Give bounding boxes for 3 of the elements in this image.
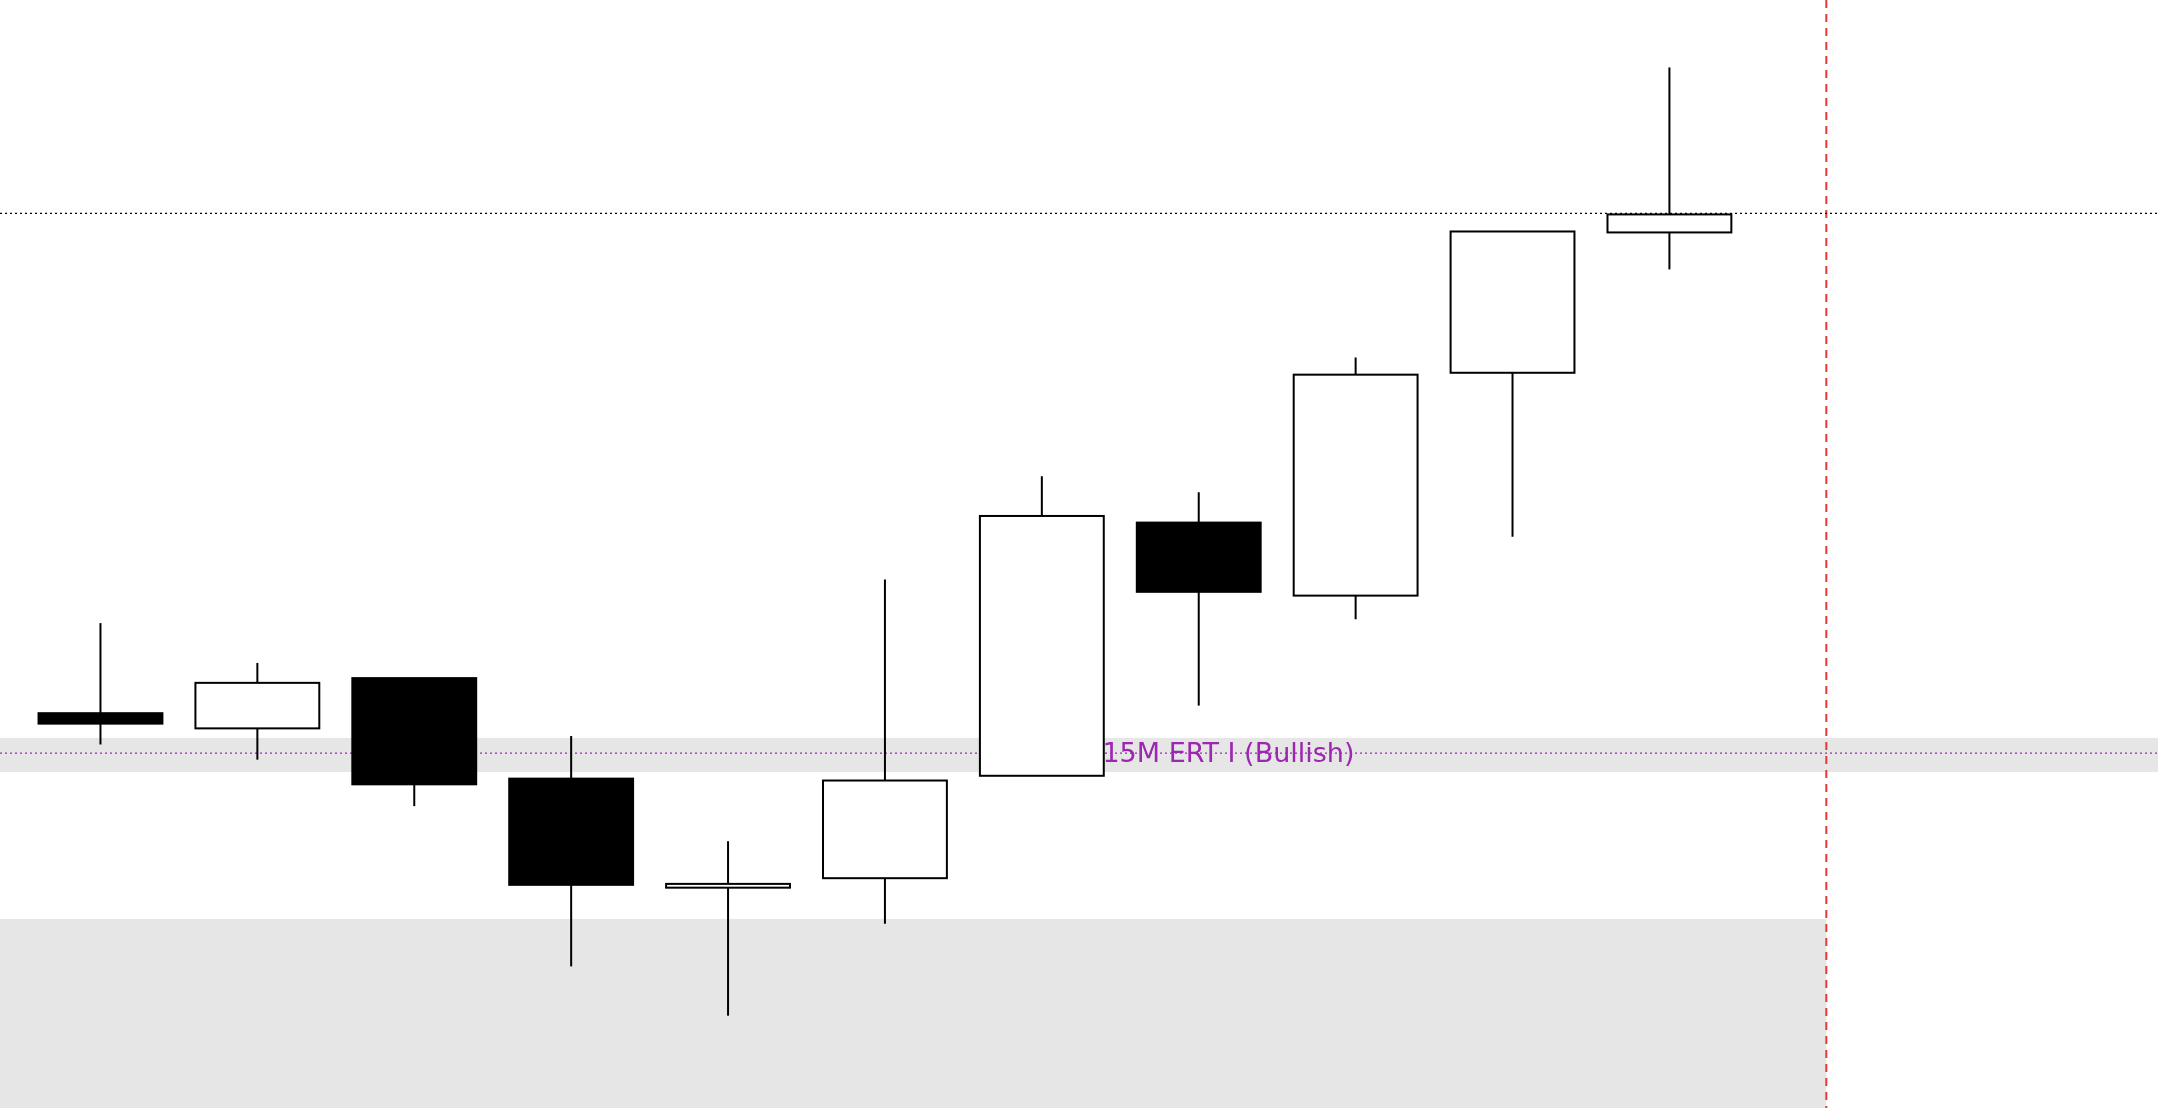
candlestick	[37, 622, 164, 746]
candlestick	[665, 840, 791, 1017]
ref-line-label: 15M ERT I (Bullish)	[1102, 737, 1355, 769]
